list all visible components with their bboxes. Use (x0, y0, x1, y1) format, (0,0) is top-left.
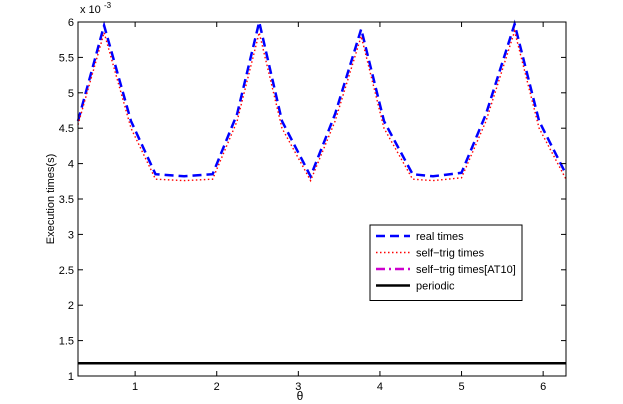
y-tick-label-3: 2.5 (59, 265, 74, 277)
x-tick-label-0: 1 (132, 381, 138, 393)
y-tick-label-8: 5 (68, 88, 74, 100)
x-tick-label-3: 4 (377, 381, 383, 393)
y-tick-label-10: 6 (68, 17, 74, 29)
y-tick-label-6: 4 (68, 159, 74, 171)
legend-box (369, 224, 523, 301)
y-tick-label-5: 3.5 (59, 194, 74, 206)
legend-label-2: self−trig times[AT10] (416, 264, 516, 276)
y-tick-label-9: 5.5 (59, 52, 74, 64)
y-multiplier-label: x 10 (80, 4, 101, 16)
y-tick-label-4: 3 (68, 229, 74, 241)
legend-label-3: periodic (416, 281, 455, 293)
x-tick-label-5: 6 (540, 381, 546, 393)
legend-label-0: real times (416, 231, 464, 243)
plot-frame (77, 21, 567, 377)
axes-layer (77, 21, 567, 377)
y-tick-label-0: 1 (68, 371, 74, 383)
y-multiplier-exponent: -3 (104, 1, 112, 10)
y-tick-label-7: 4.5 (59, 123, 74, 135)
x-tick-label-1: 2 (214, 381, 220, 393)
x-tick-label-2: 3 (295, 381, 301, 393)
legend-label-1: self−trig times (416, 248, 485, 260)
legend: real times self−trig times self−trig times… (369, 224, 523, 301)
y-axis-label: Execution times(s) (45, 154, 57, 244)
series-line-0 (76, 19, 568, 180)
y-tick-label-1: 1.5 (59, 336, 74, 348)
x-tick-label-4: 5 (458, 381, 464, 393)
series-line-1 (77, 28, 567, 183)
x-axis-label: θ (297, 389, 304, 403)
series-layer (76, 19, 568, 365)
y-tick-label-2: 2 (68, 300, 74, 312)
ticks-layer: 1 2 3 4 5 6 1 1.5 2 2.5 3 3.5 4 4.5 5 5.5 6 (59, 17, 566, 393)
